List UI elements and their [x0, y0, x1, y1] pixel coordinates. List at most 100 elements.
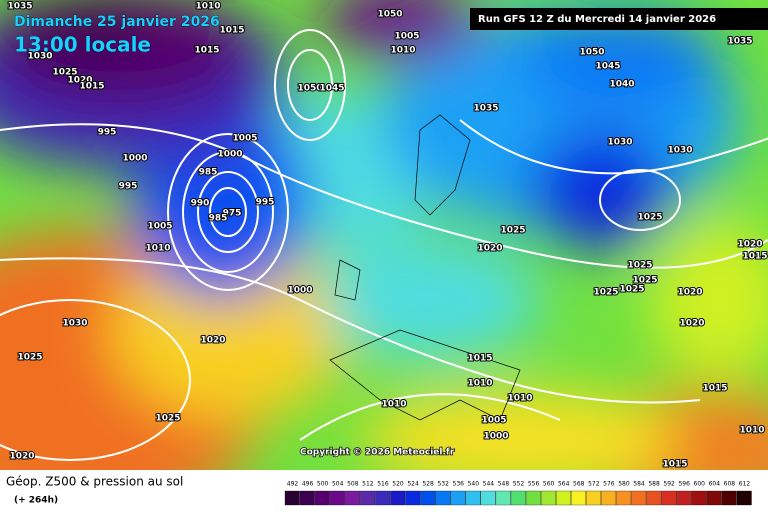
isobar-label: 1005: [481, 416, 506, 426]
scale-label: 568: [573, 481, 585, 488]
isobar-label: 1025: [619, 285, 644, 295]
scale-label: 608: [724, 481, 736, 488]
isobar-label: 1025: [155, 414, 180, 424]
isobar-label: 1000: [122, 154, 147, 164]
scale-label: 528: [422, 481, 434, 488]
scale-label: 612: [739, 481, 751, 488]
isobar-label: 1005: [147, 222, 172, 232]
scale-label: 592: [663, 481, 675, 488]
scale-swatch: [435, 490, 451, 506]
isobar-label: 1025: [17, 353, 42, 363]
scale-swatch: [691, 490, 707, 506]
scale-label: 552: [513, 481, 525, 488]
run-label: Run GFS 12 Z du Mercredi 14 janvier 2026: [478, 14, 716, 25]
scale-swatch: [284, 490, 300, 506]
scale-swatch: [616, 490, 632, 506]
isobar-label: 1020: [9, 452, 34, 462]
isobar-label: 1020: [737, 240, 762, 250]
isobar-label: 1010: [390, 46, 415, 56]
isobar-label: 1045: [319, 84, 344, 94]
scale-label: 540: [468, 481, 480, 488]
scale-label: 492: [287, 481, 299, 488]
scale-swatch: [390, 490, 406, 506]
scale-swatch: [345, 490, 360, 506]
scale-label: 556: [528, 481, 540, 488]
scale-swatch: [375, 490, 391, 506]
isobar-label: 1020: [200, 336, 225, 346]
scale-swatch: [330, 490, 345, 506]
scale-swatch: [736, 490, 752, 506]
isobar-label: 1010: [739, 426, 764, 436]
isobar-label: 1030: [62, 319, 87, 329]
isobar-label: 1020: [477, 244, 502, 254]
scale-label: 604: [709, 481, 721, 488]
scale-label: 496: [302, 481, 314, 488]
isobar-label: 1050: [579, 48, 604, 58]
scale-label: 512: [362, 481, 374, 488]
scale-label: 548: [498, 481, 510, 488]
date-label: Dimanche 25 janvier 2026: [14, 14, 220, 30]
isobar-label: 1045: [595, 62, 620, 72]
isobar-label: 1000: [217, 150, 242, 160]
scale-label: 572: [588, 481, 600, 488]
isobar-label: 1015: [194, 46, 219, 56]
isobar-label: 1010: [467, 379, 492, 389]
scale-label: 580: [618, 481, 630, 488]
scale-swatch: [480, 490, 496, 506]
scale-swatch: [556, 490, 571, 506]
isobar-label: 995: [119, 182, 138, 192]
isobar-label: 1020: [677, 288, 702, 298]
isobar-label: 1035: [473, 104, 498, 114]
isobar-label: 1010: [145, 244, 170, 254]
scale-swatch: [314, 490, 330, 506]
isobar-label: 985: [199, 168, 218, 178]
isobar-label: 995: [256, 198, 275, 208]
scale-swatch: [299, 490, 315, 506]
scale-swatch: [405, 490, 421, 506]
footer-lead: (+ 264h): [14, 496, 58, 506]
isobar-label: 1030: [27, 52, 52, 62]
isobar-label: 1025: [637, 213, 662, 223]
scale-swatch: [661, 490, 677, 506]
scale-label: 560: [543, 481, 555, 488]
scale-label: 596: [678, 481, 690, 488]
scale-swatch: [465, 490, 481, 506]
scale-swatch: [571, 490, 586, 506]
isobar-label: 1020: [67, 76, 92, 86]
isobar-label: 1050: [297, 84, 322, 94]
footer-title: Géop. Z500 & pression au sol: [6, 475, 183, 489]
isobar-label: 1010: [195, 2, 220, 12]
scale-swatch: [420, 490, 436, 506]
isobar-label: 1015: [742, 252, 767, 262]
scale-swatch: [510, 490, 526, 506]
scale-label: 600: [694, 481, 706, 488]
scale-swatch: [586, 490, 602, 506]
scale-swatch: [721, 490, 737, 506]
isobar-label: 1015: [79, 82, 104, 92]
scale-label: 536: [453, 481, 465, 488]
isobar-label: 1025: [52, 68, 77, 78]
isobar-label: 1005: [232, 134, 257, 144]
isobar-label: 1035: [727, 37, 752, 47]
isobar-label: 1010: [507, 394, 532, 404]
scale-swatch: [646, 490, 662, 506]
scale-label: 520: [392, 481, 404, 488]
time-label: 13:00 locale: [14, 33, 151, 57]
scale-label: 544: [483, 481, 495, 488]
isobar-label: 975: [223, 209, 242, 219]
isobar-label: 1035: [7, 2, 32, 12]
scale-label: 576: [603, 481, 615, 488]
isobar-label: 1025: [627, 261, 652, 271]
scale-label: 504: [332, 481, 344, 488]
isobar-label: 1050: [377, 10, 402, 20]
isobar-label: 1030: [667, 146, 692, 156]
isobar-label: 1000: [287, 286, 312, 296]
isobar-label: 1025: [500, 226, 525, 236]
scale-swatch: [601, 490, 617, 506]
scale-label: 588: [648, 481, 660, 488]
isobar-label: 1005: [394, 32, 419, 42]
scale-swatch: [525, 490, 541, 506]
run-box: [470, 8, 768, 30]
isobar-label: 1030: [607, 138, 632, 148]
